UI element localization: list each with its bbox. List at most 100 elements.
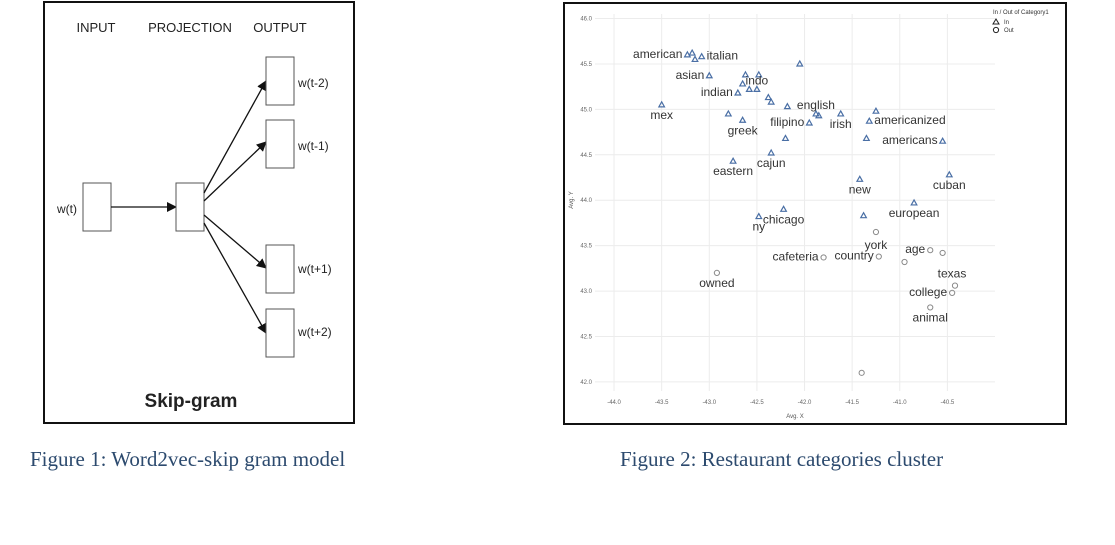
output-label-1: w(t-2) <box>297 76 329 90</box>
figure1-panel: INPUT PROJECTION OUTPUT w(t) w(t-2) w(t-… <box>43 1 355 424</box>
data-point-circle <box>901 258 908 266</box>
point-label: owned <box>699 276 734 290</box>
point-label: cuban <box>933 178 966 192</box>
point-label: european <box>889 206 940 220</box>
point-label: texas <box>938 267 967 281</box>
data-point-triangle <box>945 170 954 178</box>
point-label: animal <box>913 310 948 324</box>
data-point-triangle <box>779 205 788 212</box>
y-tick-label: 43.0 <box>580 289 592 295</box>
output-box-4 <box>265 308 295 358</box>
output-box-1 <box>265 56 295 106</box>
output-label-4: w(t+2) <box>297 325 332 339</box>
output-label-3: w(t+1) <box>297 262 332 276</box>
data-point-triangle <box>859 211 868 219</box>
legend-circle-icon <box>992 26 1000 34</box>
x-tick-label: -41.0 <box>893 400 907 406</box>
data-point-circle <box>713 269 721 277</box>
data-point-triangle <box>814 111 823 119</box>
data-point-triangle <box>805 118 814 126</box>
y-tick-label: 46.0 <box>580 17 592 23</box>
point-label: eastern <box>713 164 753 178</box>
x-tick-label: -44.0 <box>607 400 621 406</box>
data-point-triangle <box>938 136 947 144</box>
data-point-triangle <box>872 106 880 114</box>
data-point-circle <box>927 304 934 311</box>
data-point-triangle <box>754 212 763 220</box>
data-point-triangle <box>754 70 763 78</box>
data-point-circle <box>872 228 880 236</box>
x-axis-label: Avg. X <box>786 414 804 420</box>
output-box-3 <box>265 244 295 294</box>
point-label: age <box>905 242 925 256</box>
point-label: indo <box>746 73 769 87</box>
x-tick-label: -42.0 <box>798 400 812 406</box>
data-point-triangle <box>705 71 714 79</box>
point-label: irish <box>830 117 852 131</box>
arrow-to-w-t-2 <box>203 80 267 194</box>
data-point-circle <box>820 254 827 261</box>
data-point-triangle <box>745 85 754 92</box>
y-tick-label: 44.0 <box>580 198 592 204</box>
point-label: indian <box>701 85 733 99</box>
data-point-triangle <box>865 116 874 124</box>
point-label: american <box>633 47 682 61</box>
header-output: OUTPUT <box>253 20 307 35</box>
output-label-2: w(t-1) <box>297 139 329 153</box>
data-point-triangle <box>812 109 820 117</box>
data-point-circle <box>875 253 882 260</box>
figure2-panel: -44.0 -43.5 -43.0 -42.5 -42.0 -41.5 -41.0 -40.5… <box>563 2 1067 425</box>
data-point-circle <box>858 369 865 376</box>
legend: In / Out of Category1 In Out <box>992 10 1049 34</box>
y-axis-label: Avg. Y <box>569 191 575 208</box>
point-label: new <box>849 182 871 196</box>
data-point-triangle <box>855 175 864 182</box>
projection-box <box>175 182 205 232</box>
data-point-triangle <box>753 85 761 92</box>
data-point-triangle <box>738 79 747 87</box>
data-point-triangle <box>836 109 845 117</box>
point-label: greek <box>728 123 759 137</box>
legend-entry-in: In <box>1004 20 1009 26</box>
input-word-label: w(t) <box>56 202 77 216</box>
legend-triangle-icon <box>992 18 1000 25</box>
data-points <box>657 48 959 376</box>
y-tick-label: 42.0 <box>580 380 592 386</box>
point-label: chicago <box>763 212 805 226</box>
data-point-triangle <box>910 198 918 206</box>
point-label: college <box>909 285 947 299</box>
data-point-triangle <box>862 134 871 142</box>
data-point-triangle <box>764 93 773 101</box>
figure2-caption: Figure 2: Restaurant categories cluster <box>620 447 944 471</box>
data-point-triangle <box>688 48 696 56</box>
point-label: ny <box>752 220 765 234</box>
y-tick-label: 45.5 <box>580 62 592 68</box>
x-tick-label: -43.5 <box>655 400 669 406</box>
point-label: italian <box>707 49 738 63</box>
point-label: cafeteria <box>773 249 819 263</box>
output-box-2 <box>265 119 295 169</box>
arrow-to-w-t+2 <box>203 222 267 334</box>
data-point-triangle <box>741 70 750 78</box>
point-label: english <box>797 98 835 112</box>
legend-title: In / Out of Category1 <box>993 10 1049 16</box>
point-label: filipino <box>770 115 804 129</box>
data-point-triangle <box>683 50 692 58</box>
data-point-circle <box>951 282 959 289</box>
figure1-caption: Figure 1: Word2vec-skip gram model <box>30 447 346 471</box>
point-label: americans <box>882 133 937 147</box>
x-tick-label: -41.5 <box>845 400 859 406</box>
arrow-to-w-t+1 <box>203 214 267 269</box>
data-point-triangle <box>657 100 666 108</box>
data-point-circle <box>927 247 934 254</box>
scatter-chart: -44.0 -43.5 -43.0 -42.5 -42.0 -41.5 -41.0 -40.5… <box>569 10 1049 420</box>
point-label: country <box>834 249 873 263</box>
data-point-triangle <box>783 102 792 110</box>
data-point-triangle <box>724 109 733 117</box>
data-point-triangle <box>738 116 747 123</box>
legend-entry-out: Out <box>1004 28 1014 34</box>
data-point-triangle <box>734 88 742 96</box>
point-label: mex <box>650 108 673 122</box>
axis-ticks: -44.0 -43.5 -43.0 -42.5 -42.0 -41.5 -41.0 -40.5… <box>580 17 955 406</box>
